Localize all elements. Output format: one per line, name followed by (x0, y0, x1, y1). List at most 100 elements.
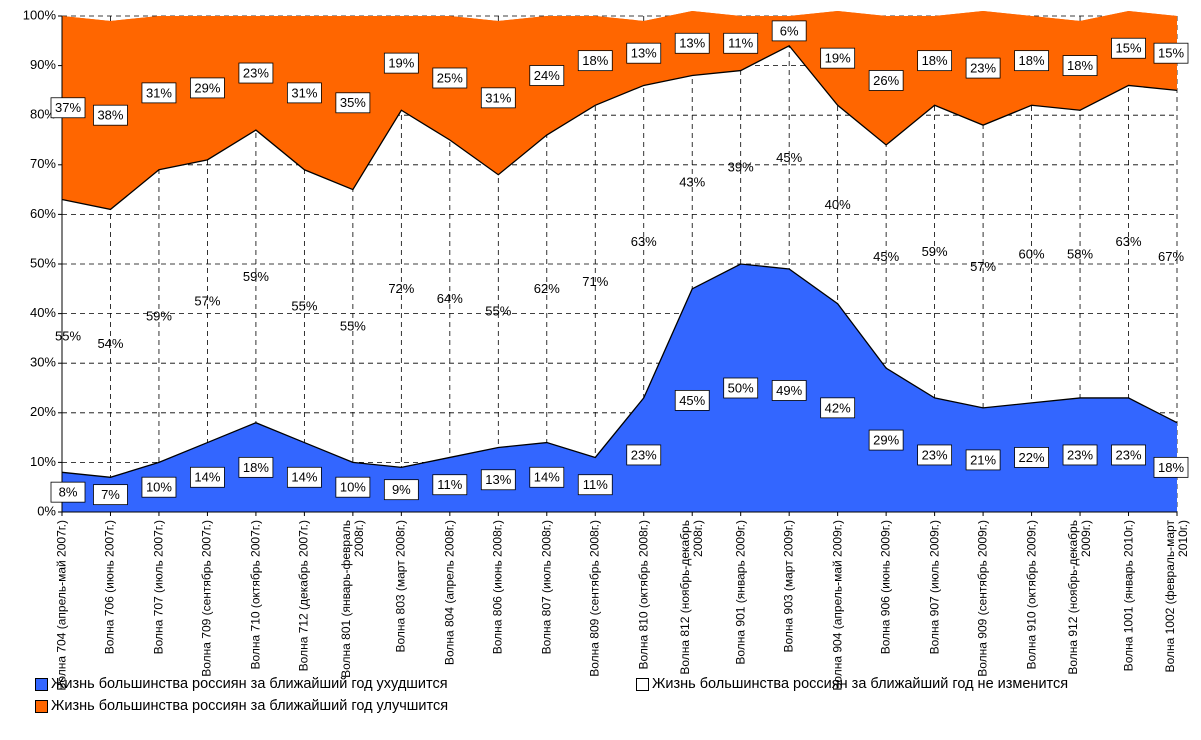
legend-label: Жизнь большинства россиян за ближайший г… (652, 676, 1069, 692)
x-tick-label: Волна 1002 (февраль-март 2010г.) (1163, 520, 1190, 673)
data-label: 22% (1019, 450, 1045, 465)
data-label: 64% (437, 291, 463, 306)
label-box (141, 476, 177, 498)
data-label: 55% (291, 299, 317, 314)
label-box (868, 70, 904, 91)
label-box (820, 397, 856, 419)
y-tick-label: 10% (30, 454, 56, 469)
data-label: 8% (59, 485, 78, 500)
label-box (50, 97, 86, 119)
data-label: 19% (825, 51, 851, 66)
data-label: 40% (825, 197, 851, 212)
data-label: 37% (55, 100, 81, 115)
data-label: 62% (534, 281, 560, 296)
data-label: 49% (776, 383, 802, 398)
data-label: 18% (1158, 460, 1184, 475)
area (62, 45, 1177, 478)
label-box (965, 57, 1001, 79)
data-label: 11% (583, 477, 608, 492)
data-label: 55% (340, 318, 366, 333)
y-tick-label: 100% (23, 7, 57, 22)
label-box (917, 50, 953, 72)
y-tick-label: 80% (30, 107, 56, 122)
data-label: 29% (873, 433, 899, 448)
data-label: 59% (146, 309, 172, 324)
boundary-line (61, 263, 1178, 478)
data-label: 15% (1158, 46, 1184, 61)
y-tick-label: 40% (30, 305, 56, 320)
x-tick-label: Волна 807 (июль 2008г.) (539, 520, 554, 655)
data-label: 18% (582, 53, 608, 68)
data-label: 23% (922, 447, 948, 462)
y-tick-label: 50% (30, 255, 56, 270)
data-label: 38% (97, 108, 123, 123)
data-label: 23% (243, 65, 269, 80)
label-box (1014, 447, 1049, 468)
label-box (577, 50, 613, 72)
data-label: 71% (582, 274, 608, 289)
data-label: 11% (728, 36, 753, 51)
label-box (1111, 444, 1146, 466)
label-box (335, 476, 371, 498)
y-tick-label: 30% (30, 355, 56, 370)
label-box (286, 82, 322, 104)
data-label: 23% (631, 447, 657, 462)
label-box (723, 32, 759, 54)
data-label: 13% (631, 46, 657, 61)
label-box (141, 82, 177, 104)
label-box (674, 32, 710, 54)
label-box (529, 466, 565, 488)
data-label: 7% (101, 487, 120, 502)
label-box (529, 65, 565, 86)
data-label: 18% (1067, 58, 1093, 73)
y-tick-label: 70% (30, 156, 56, 171)
label-box (626, 42, 662, 64)
data-label: 31% (485, 90, 511, 105)
boundary-line (61, 44, 1178, 211)
data-label: 59% (243, 269, 269, 284)
data-label: 31% (146, 85, 172, 100)
label-box (868, 429, 904, 451)
data-label: 18% (922, 53, 948, 68)
label-box (93, 104, 128, 126)
data-label: 11% (437, 477, 462, 492)
data-label: 31% (291, 85, 317, 100)
label-box (1153, 456, 1189, 478)
label-box (626, 444, 662, 466)
label-box (1153, 42, 1189, 64)
data-label: 13% (679, 36, 705, 51)
data-label: 6% (780, 23, 799, 38)
data-label: 23% (1116, 447, 1142, 462)
data-label: 25% (437, 70, 463, 85)
data-label: 23% (1067, 447, 1093, 462)
label-box (335, 92, 371, 114)
legend-swatch (636, 677, 649, 691)
data-label: 43% (679, 175, 705, 190)
data-label: 23% (970, 61, 996, 76)
data-label: 26% (873, 73, 899, 88)
label-box (771, 380, 807, 401)
label-box (93, 484, 128, 506)
data-label: 57% (194, 294, 220, 309)
label-box (965, 449, 1001, 471)
label-box (1062, 444, 1098, 466)
y-tick-label: 20% (30, 404, 56, 419)
label-box (1014, 50, 1049, 72)
label-box (190, 77, 225, 99)
data-label: 19% (388, 56, 414, 71)
data-label: 60% (1019, 247, 1045, 262)
label-box (480, 87, 516, 109)
data-label: 14% (291, 470, 317, 485)
label-box (917, 444, 953, 466)
data-label: 45% (873, 249, 899, 264)
legend-swatch (35, 699, 48, 713)
data-label: 54% (97, 336, 123, 351)
label-box (238, 62, 274, 84)
label-box (723, 377, 759, 399)
data-label: 10% (146, 480, 172, 495)
legend-item: Жизнь большинства россиян за ближайший г… (35, 676, 448, 692)
legend-label: Жизнь большинства россиян за ближайший г… (51, 698, 449, 714)
label-box (577, 474, 613, 496)
